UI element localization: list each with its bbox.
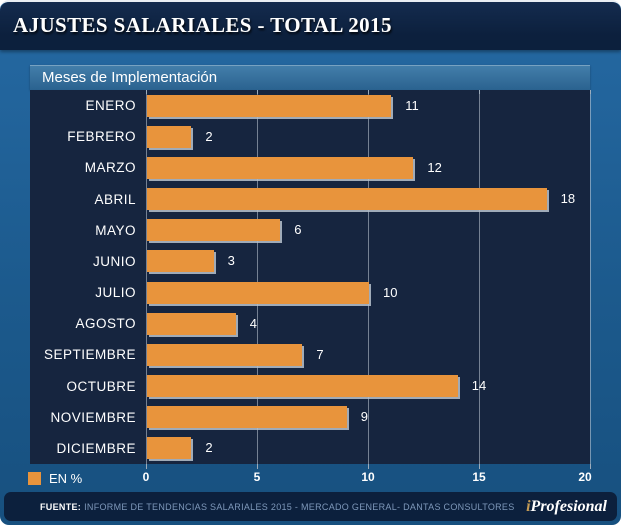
bar-mayo bbox=[147, 219, 281, 242]
value-label-marzo: 12 bbox=[427, 159, 442, 175]
x-axis: 0 5 10 15 20 bbox=[30, 469, 592, 485]
category-label-abril: ABRIL bbox=[94, 191, 136, 207]
source-text: FUENTE: INFORME DE TENDENCIAS SALARIALES … bbox=[40, 502, 515, 512]
category-label-febrero: FEBRERO bbox=[67, 129, 136, 145]
category-label-enero: ENERO bbox=[85, 98, 136, 113]
value-label-octubre: 14 bbox=[471, 378, 487, 394]
chart-subtitle: Meses de Implementación bbox=[42, 69, 218, 86]
tick-top-10 bbox=[368, 90, 369, 94]
value-label-agosto: 4 bbox=[249, 315, 258, 331]
tick-bottom-5 bbox=[257, 464, 258, 469]
brand-logo: iProfesional bbox=[526, 498, 607, 516]
gridline-20 bbox=[590, 90, 591, 464]
chart-subtitle-bar: Meses de Implementación bbox=[30, 65, 590, 90]
legend-swatch-icon bbox=[28, 472, 41, 485]
category-label-octubre: OCTUBRE bbox=[66, 378, 136, 394]
category-label-junio: JUNIO bbox=[93, 253, 136, 269]
category-label-noviembre: NOVIEMBRE bbox=[50, 409, 136, 425]
tick-top-5 bbox=[257, 90, 258, 94]
page-title: AJUSTES SALARIALES - TOTAL 2015 bbox=[13, 13, 392, 37]
bar-febrero bbox=[147, 125, 192, 148]
category-label-septiembre: SEPTIEMBRE bbox=[43, 347, 136, 363]
gridline-15 bbox=[479, 90, 480, 464]
bar-marzo bbox=[147, 156, 414, 179]
value-label-febrero: 2 bbox=[205, 128, 213, 144]
bar-chart: ENERO 11 FEBRERO 2 MARZO 12 ABRIL 18 MAYO 6 JUNIO 3… bbox=[30, 90, 591, 469]
gridline-0 bbox=[146, 90, 147, 464]
bar-septiembre bbox=[147, 343, 303, 366]
value-label-enero: 11 bbox=[405, 97, 419, 113]
category-label-julio: JULIO bbox=[95, 285, 136, 300]
bar-octubre bbox=[147, 375, 458, 398]
bar-julio bbox=[147, 281, 369, 304]
legend: EN % bbox=[28, 471, 82, 486]
source-label: FUENTE: bbox=[40, 501, 82, 512]
x-tick-label-20: 20 bbox=[578, 470, 592, 484]
title-bar: AJUSTES SALARIALES - TOTAL 2015 bbox=[0, 2, 621, 50]
tick-top-20 bbox=[590, 90, 591, 94]
legend-label: EN % bbox=[49, 471, 83, 486]
x-tick-label-5: 5 bbox=[253, 470, 261, 484]
bar-junio bbox=[147, 250, 214, 273]
tick-bottom-0 bbox=[146, 464, 147, 469]
x-tick-label-10: 10 bbox=[361, 470, 375, 484]
value-label-diciembre: 2 bbox=[205, 440, 213, 456]
tick-top-15 bbox=[479, 90, 480, 94]
tick-bottom-15 bbox=[479, 464, 480, 469]
value-label-noviembre: 9 bbox=[360, 409, 369, 425]
gridline-10 bbox=[368, 90, 369, 464]
bar-abril bbox=[147, 188, 547, 211]
brand-logo-i: i bbox=[526, 497, 531, 515]
footer: FUENTE: INFORME DE TENDENCIAS SALARIALES … bbox=[4, 492, 617, 521]
value-label-mayo: 6 bbox=[294, 222, 302, 238]
category-label-diciembre: DICIEMBRE bbox=[56, 440, 136, 456]
bar-noviembre bbox=[147, 406, 347, 429]
tick-top-0 bbox=[146, 90, 147, 94]
source-detail: INFORME DE TENDENCIAS SALARIALES 2015 - … bbox=[84, 501, 515, 512]
tick-bottom-20 bbox=[590, 464, 591, 469]
bar-enero bbox=[147, 94, 392, 117]
x-tick-label-15: 15 bbox=[472, 470, 486, 484]
tick-bottom-10 bbox=[368, 464, 369, 469]
value-label-junio: 3 bbox=[227, 253, 235, 269]
category-label-agosto: AGOSTO bbox=[75, 316, 136, 332]
gridline-5 bbox=[257, 90, 258, 464]
bar-agosto bbox=[147, 312, 236, 335]
category-label-mayo: MAYO bbox=[95, 222, 136, 238]
category-label-marzo: MARZO bbox=[84, 160, 136, 176]
value-label-abril: 18 bbox=[560, 191, 576, 207]
brand-logo-rest: Profesional bbox=[530, 497, 607, 515]
value-label-julio: 10 bbox=[383, 284, 398, 300]
bar-diciembre bbox=[147, 437, 192, 460]
x-tick-label-0: 0 bbox=[142, 470, 150, 484]
value-label-septiembre: 7 bbox=[316, 346, 324, 362]
